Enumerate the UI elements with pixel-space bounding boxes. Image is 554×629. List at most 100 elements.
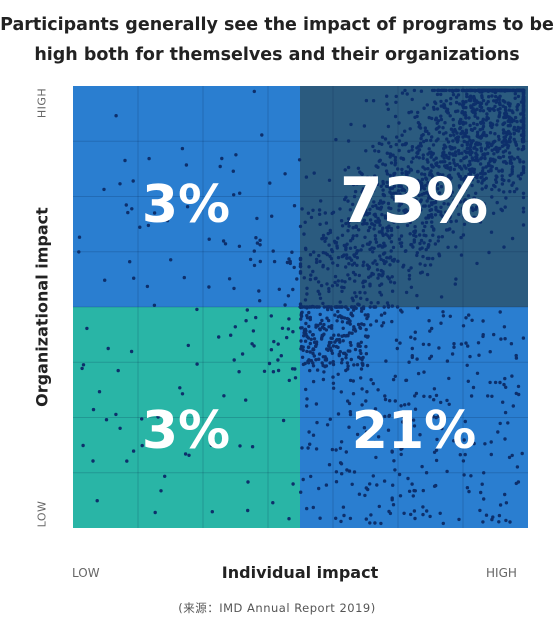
scatter-point (318, 259, 322, 264)
scatter-point (352, 327, 356, 332)
scatter-point (410, 354, 414, 358)
scatter-point (237, 244, 242, 248)
scatter-point (470, 109, 474, 113)
scatter-point (414, 234, 418, 238)
scatter-point (352, 325, 356, 329)
scatter-point (515, 108, 519, 112)
scatter-point (512, 127, 516, 131)
scatter-point (411, 212, 415, 217)
scatter-point (472, 88, 476, 93)
scatter-point (481, 98, 486, 103)
scatter-point (361, 187, 366, 191)
scatter-point (457, 212, 461, 217)
scatter-point (492, 183, 496, 188)
scatter-point (463, 111, 467, 115)
scatter-point (308, 253, 313, 257)
scatter-point (442, 102, 446, 106)
scatter-point (469, 394, 474, 398)
scatter-point (412, 240, 416, 244)
scatter-point (276, 358, 280, 362)
scatter-point (363, 493, 367, 498)
scatter-point (493, 132, 497, 136)
scatter-point (350, 236, 355, 241)
scatter-point (290, 367, 295, 371)
scatter-point (461, 324, 466, 328)
scatter-point (304, 175, 309, 179)
scatter-point (481, 172, 486, 176)
scatter-point (512, 137, 516, 142)
scatter-point (494, 94, 498, 99)
scatter-point (502, 382, 506, 387)
scatter-point (439, 400, 443, 405)
scatter-point (456, 93, 461, 97)
scatter-point (492, 332, 496, 337)
scatter-point (506, 421, 510, 425)
scatter-point (376, 244, 381, 248)
scatter-point (424, 247, 428, 252)
scatter-point (379, 205, 384, 209)
scatter-point (388, 263, 392, 267)
scatter-point (445, 107, 450, 112)
scatter-point (366, 267, 371, 271)
scatter-point (327, 243, 331, 247)
scatter-point (317, 292, 322, 296)
scatter-point (451, 205, 456, 209)
scatter-point (258, 299, 262, 303)
scatter-point (429, 213, 434, 217)
scatter-point (336, 372, 340, 376)
scatter-point (383, 394, 387, 398)
scatter-point (393, 374, 397, 378)
scatter-point (420, 172, 424, 176)
scatter-point (314, 276, 318, 280)
scatter-point (454, 204, 458, 208)
scatter-point (436, 88, 441, 93)
scatter-point (328, 361, 332, 365)
scatter-point (315, 305, 319, 309)
scatter-point (354, 216, 358, 220)
scatter-point (448, 193, 453, 197)
scatter-point (488, 157, 493, 161)
scatter-point (497, 520, 501, 524)
scatter-point (482, 497, 486, 501)
scatter-point (384, 359, 388, 363)
scatter-point (512, 118, 516, 123)
scatter-point (472, 146, 476, 150)
scatter-point (447, 155, 451, 159)
scatter-point (466, 163, 471, 167)
scatter-point (317, 357, 321, 361)
scatter-point (485, 115, 489, 120)
scatter-point (403, 129, 407, 133)
scatter-point (349, 258, 354, 262)
scatter-point (340, 357, 344, 362)
scatter-point (419, 136, 423, 141)
scatter-point (381, 270, 385, 274)
scatter-point (349, 122, 353, 127)
scatter-point (514, 142, 518, 146)
scatter-point (439, 92, 443, 97)
scatter-point (520, 451, 524, 456)
scatter-point (467, 116, 471, 120)
scatter-point (359, 309, 364, 313)
scatter-point (483, 442, 487, 446)
scatter-point (317, 212, 322, 216)
scatter-point (518, 126, 523, 130)
scatter-point (510, 236, 515, 241)
scatter-point (440, 178, 445, 182)
scatter-point (479, 149, 484, 153)
scatter-point (379, 184, 383, 188)
scatter-point (430, 192, 435, 197)
scatter-point (362, 426, 367, 430)
scatter-point (354, 294, 358, 299)
scatter-point (379, 313, 384, 317)
scatter-point (422, 191, 426, 196)
scatter-point (314, 358, 318, 362)
scatter-point (391, 377, 396, 382)
scatter-point (389, 212, 393, 216)
scatter-point (345, 316, 349, 321)
scatter-point (327, 343, 331, 347)
scatter-point (507, 179, 511, 183)
scatter-point (462, 214, 466, 219)
scatter-point (430, 202, 434, 207)
scatter-point (486, 100, 490, 104)
scatter-point (409, 179, 414, 183)
